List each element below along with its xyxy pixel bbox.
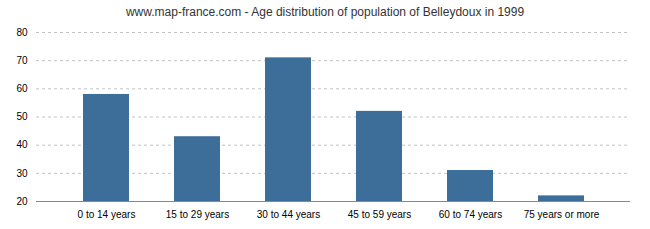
- svg-text:60: 60: [16, 83, 28, 94]
- html-text:www.map-france.com - Age distr: www.map-france.com - Age distribution of…: [125, 5, 525, 19]
- svg-text:40: 40: [16, 139, 28, 150]
- svg-text:80: 80: [16, 27, 28, 38]
- svg-text:60 to 74 years: 60 to 74 years: [439, 209, 502, 220]
- svg-text:45 to 59 years: 45 to 59 years: [348, 209, 411, 220]
- svg-text:50: 50: [16, 111, 28, 122]
- svg-text:75 years or more: 75 years or more: [524, 209, 600, 220]
- svg-text:30: 30: [16, 168, 28, 179]
- svg-text:30 to 44 years: 30 to 44 years: [257, 209, 320, 220]
- svg-text:15 to 29 years: 15 to 29 years: [166, 209, 229, 220]
- svg-text:70: 70: [16, 55, 28, 66]
- svg-text:0 to 14 years: 0 to 14 years: [78, 209, 136, 220]
- svg-text:20: 20: [16, 196, 28, 207]
